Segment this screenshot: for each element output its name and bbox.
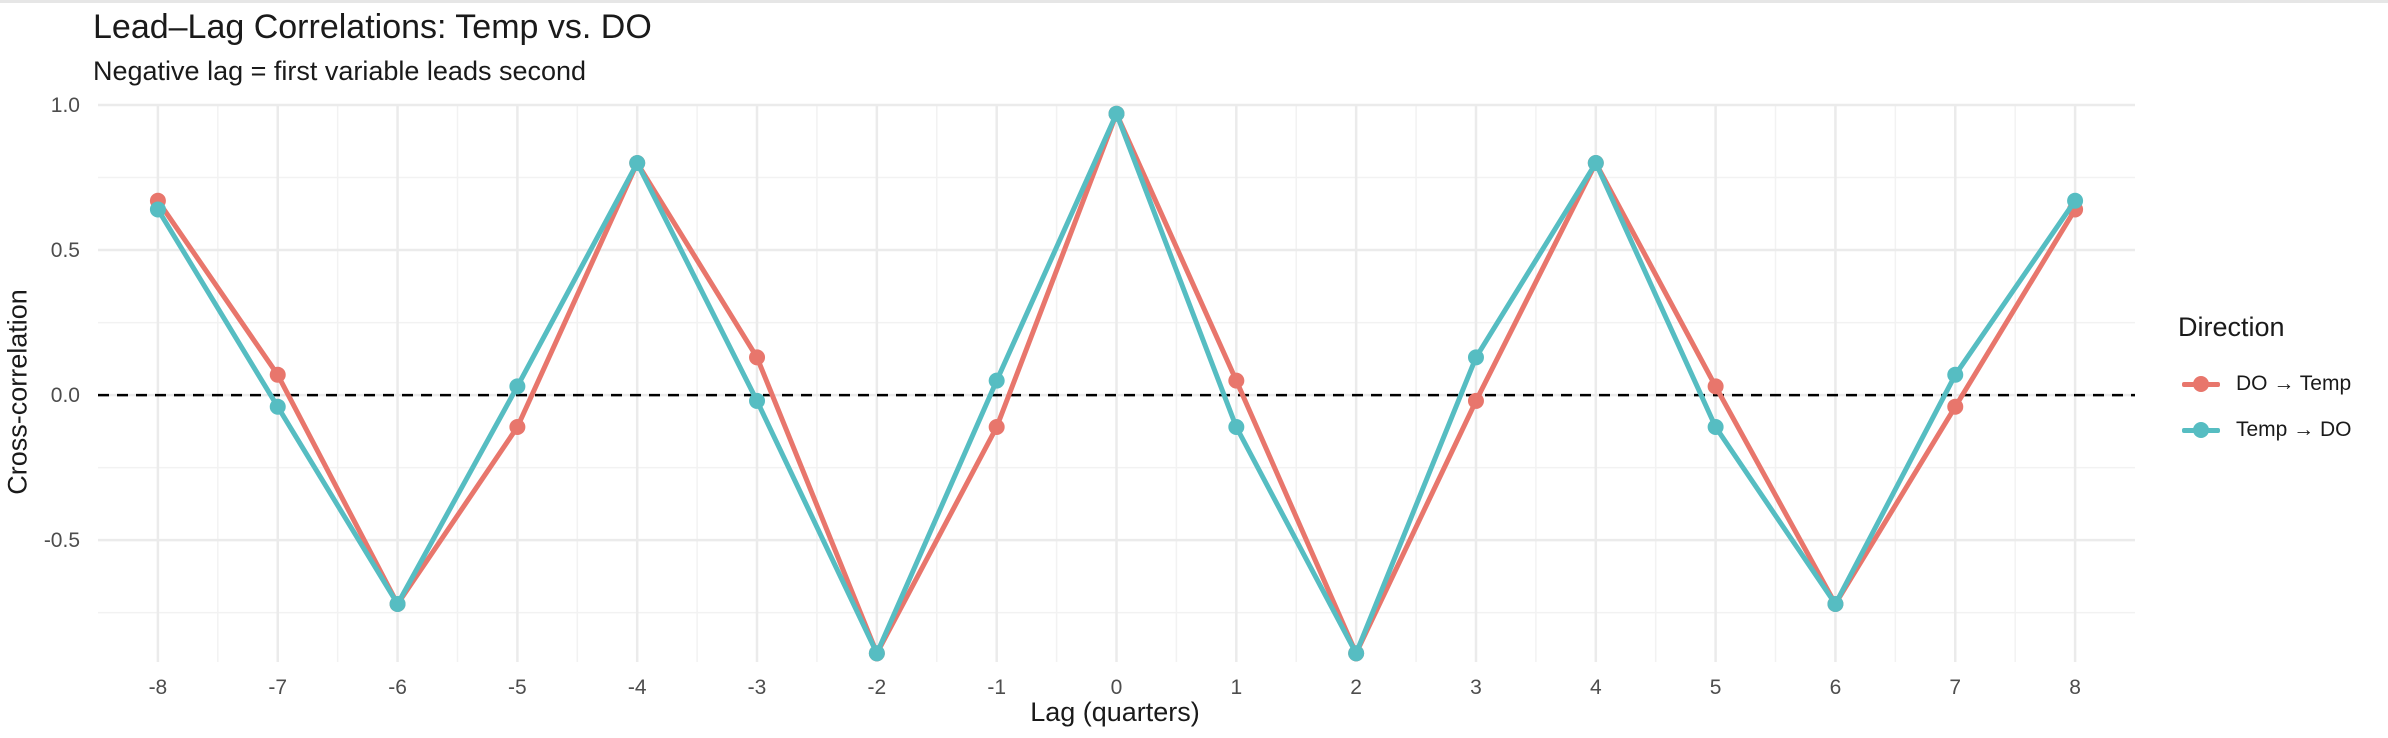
data-point-temp-do <box>1947 366 1964 383</box>
x-tick-label: -6 <box>388 676 407 699</box>
x-axis-label: Lag (quarters) <box>1030 697 1200 727</box>
legend: Direction DO → Temp Temp → DO <box>2178 312 2352 453</box>
chart-title: Lead–Lag Correlations: Temp vs. DO <box>93 8 652 46</box>
legend-label-do-temp: DO → Temp <box>2236 372 2352 395</box>
x-tick-label: 8 <box>2069 676 2081 699</box>
data-point-temp-do <box>1707 419 1724 436</box>
y-tick-label: -0.5 <box>44 529 80 552</box>
x-tick-label: 2 <box>1350 676 1362 699</box>
data-point-temp-do <box>149 201 166 218</box>
data-point-do-temp <box>1467 392 1484 409</box>
data-point-temp-do <box>868 645 885 662</box>
x-tick-label: 7 <box>1949 676 1961 699</box>
data-point-do-temp <box>269 366 286 383</box>
x-tick-label: 3 <box>1470 676 1482 699</box>
data-point-temp-do <box>509 378 526 395</box>
x-tick-label: 6 <box>1830 676 1842 699</box>
data-point-temp-do <box>389 595 406 612</box>
y-tick-label: 1.0 <box>51 94 80 117</box>
legend-item-do-temp: DO → Temp <box>2178 361 2352 407</box>
data-point-temp-do <box>1827 595 1844 612</box>
legend-label-temp-do: Temp → DO <box>2236 418 2352 441</box>
data-point-temp-do <box>2067 192 2084 209</box>
data-point-temp-do <box>629 155 646 172</box>
x-tick-label: -1 <box>987 676 1006 699</box>
x-tick-label: 1 <box>1230 676 1242 699</box>
y-tick-label: 0.0 <box>51 384 80 407</box>
data-point-do-temp <box>509 419 526 436</box>
x-tick-label: -7 <box>268 676 287 699</box>
data-point-do-temp <box>1707 378 1724 395</box>
data-point-do-temp <box>749 349 766 366</box>
data-point-temp-do <box>749 392 766 409</box>
x-tick-label: -4 <box>628 676 647 699</box>
legend-title: Direction <box>2178 312 2285 342</box>
data-point-temp-do <box>269 398 286 415</box>
data-point-temp-do <box>1108 105 1125 122</box>
legend-key-temp-do <box>2178 420 2224 440</box>
data-point-do-temp <box>1947 398 1964 415</box>
x-tick-label: -5 <box>508 676 527 699</box>
data-point-do-temp <box>1228 372 1245 389</box>
data-point-temp-do <box>1348 645 1365 662</box>
data-point-temp-do <box>1228 419 1245 436</box>
x-tick-label: -8 <box>149 676 168 699</box>
x-tick-label: 5 <box>1710 676 1722 699</box>
data-point-temp-do <box>988 372 1005 389</box>
y-tick-label: 0.5 <box>51 239 80 262</box>
y-axis-label: Cross-correlation <box>2 289 33 495</box>
data-point-temp-do <box>1587 155 1604 172</box>
data-point-temp-do <box>1467 349 1484 366</box>
x-tick-label: 0 <box>1111 676 1123 699</box>
legend-key-do-temp <box>2178 374 2224 394</box>
x-tick-label: -3 <box>748 676 767 699</box>
x-tick-label: 4 <box>1590 676 1602 699</box>
legend-item-temp-do: Temp → DO <box>2178 407 2352 453</box>
x-tick-label: -2 <box>868 676 887 699</box>
chart-subtitle: Negative lag = first variable leads seco… <box>93 56 587 86</box>
top-border <box>0 0 2388 3</box>
data-point-do-temp <box>988 419 1005 436</box>
